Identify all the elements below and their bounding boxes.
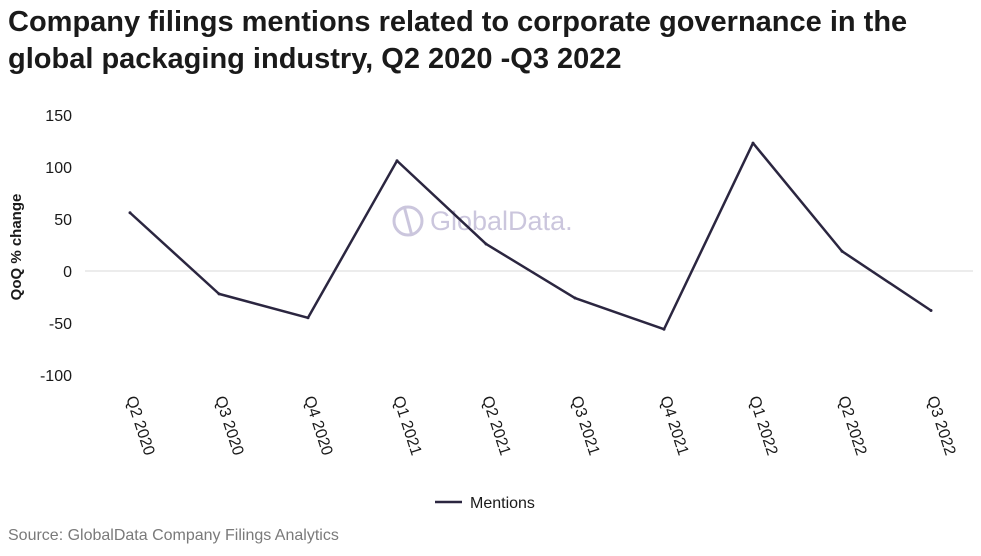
- data-point: [929, 309, 933, 313]
- y-tick-label: -100: [40, 368, 72, 385]
- x-tick-label: Q3 2022: [923, 394, 958, 458]
- x-tick-label: Q3 2021: [567, 394, 602, 458]
- data-point: [751, 141, 755, 145]
- y-tick-label: 100: [45, 160, 72, 177]
- data-point: [840, 249, 844, 253]
- legend: Mentions: [435, 495, 535, 512]
- y-axis-ticks: 150 100 50 0 -50 -100: [40, 108, 72, 385]
- data-point: [306, 316, 310, 320]
- y-tick-label: 0: [63, 264, 72, 281]
- globaldata-logo-icon: [392, 205, 424, 237]
- y-tick-label: 50: [54, 212, 72, 229]
- legend-label-mentions: Mentions: [470, 495, 535, 512]
- watermark-text: GlobalData.: [430, 206, 573, 236]
- y-axis-label: QoQ % change: [8, 194, 25, 301]
- x-tick-label: Q2 2022: [834, 394, 869, 458]
- y-tick-label: -50: [49, 316, 72, 333]
- data-point: [217, 292, 221, 296]
- data-point: [484, 242, 488, 246]
- x-tick-label: Q4 2020: [300, 394, 335, 458]
- series-line-mentions: [129, 141, 932, 331]
- x-tick-label: Q2 2021: [478, 394, 513, 458]
- y-tick-label: 150: [45, 108, 72, 125]
- source-note: Source: GlobalData Company Filings Analy…: [8, 527, 339, 544]
- x-tick-label: Q1 2022: [745, 394, 780, 458]
- data-point: [128, 211, 132, 215]
- data-point: [662, 327, 666, 331]
- series-group: [128, 141, 933, 331]
- chart-title: Company filings mentions related to corp…: [8, 6, 908, 75]
- data-point: [573, 296, 577, 300]
- data-point: [395, 159, 399, 163]
- x-tick-label: Q1 2021: [389, 394, 424, 458]
- x-tick-label: Q2 2020: [122, 394, 157, 458]
- x-tick-label: Q4 2021: [656, 394, 691, 458]
- watermark: GlobalData.: [392, 205, 573, 237]
- x-tick-label: Q3 2020: [211, 394, 246, 458]
- x-axis-ticks: Q2 2020 Q3 2020 Q4 2020 Q1 2021 Q2 2021 Q3 20…: [122, 394, 958, 458]
